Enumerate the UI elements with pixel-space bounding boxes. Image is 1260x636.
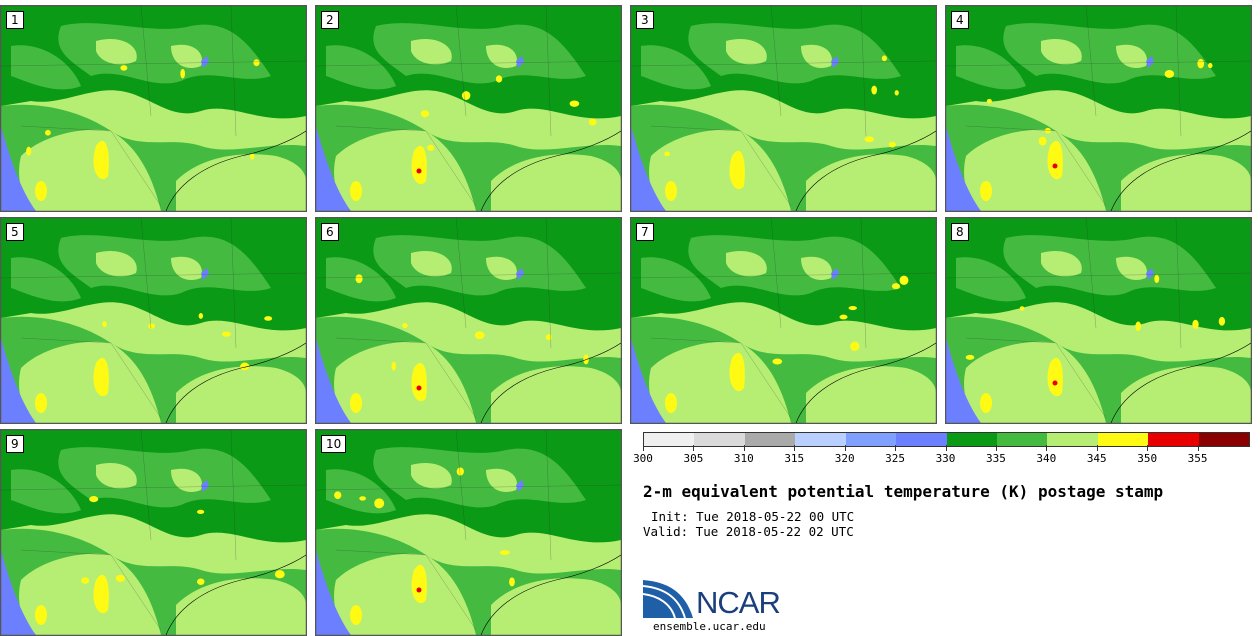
panel-number: 6 [321,223,339,241]
ncar-logo-text: NCAR [696,585,781,620]
colorbar-tick-label: 300 [633,452,653,465]
panel-number: 7 [636,223,654,241]
member-panel-3: 3 [630,5,937,212]
panel-number: 1 [6,11,24,29]
colorbar-swatch [1148,433,1199,446]
ncar-logo [643,580,693,619]
member-panel-7: 7 [630,217,937,424]
colorbar-ticks [643,445,1248,451]
member-panel-4: 4 [945,5,1252,212]
panel-number: 4 [951,11,969,29]
colorbar-swatch [744,433,796,446]
colorbar [643,432,1250,447]
colorbar-tick [1197,445,1199,451]
member-panel-5: 5 [0,217,307,424]
colorbar-tick-label: 345 [1086,452,1107,465]
colorbar-tick [844,445,846,451]
panel-number: 2 [321,11,339,29]
colorbar-tick [995,445,997,451]
colorbar-tick [693,445,695,451]
site-url[interactable]: ensemble.ucar.edu [653,620,766,633]
colorbar-tick [794,445,796,451]
colorbar-tick-label: 325 [885,452,906,465]
panel-number: 8 [951,223,969,241]
colorbar-tick-label: 355 [1187,452,1208,465]
colorbar-swatch [896,433,947,446]
member-panel-6: 6 [315,217,622,424]
colorbar-tick-label: 315 [784,452,805,465]
colorbar-tick [643,445,644,451]
colorbar-tick [743,445,745,451]
colorbar-swatch [845,433,897,446]
valid-time: Valid: Tue 2018-05-22 02 UTC [643,524,854,539]
panel-number: 9 [6,435,24,453]
member-panel-2: 2 [315,5,622,212]
plot-title: 2-m equivalent potential temperature (K)… [643,482,1164,501]
colorbar-swatch [996,433,1048,446]
colorbar-swatch [694,433,745,446]
panel-number: 3 [636,11,654,29]
colorbar-swatch [946,433,997,446]
colorbar-tick [1147,445,1149,451]
member-panel-8: 8 [945,217,1252,424]
panel-number: 5 [6,223,24,241]
colorbar-tick-label: 335 [985,452,1006,465]
colorbar-swatch [1047,433,1098,446]
colorbar-tick-label: 310 [733,452,754,465]
colorbar-swatch [1097,433,1149,446]
panel-number: 10 [321,435,347,453]
colorbar-tick-label: 340 [1036,452,1057,465]
colorbar-tick-label: 320 [834,452,855,465]
colorbar-swatch [644,433,695,446]
member-panel-1: 1 [0,5,307,212]
member-panel-10: 10 [315,429,622,636]
member-panel-9: 9 [0,429,307,636]
colorbar-swatch [1198,433,1250,446]
colorbar-tick [945,445,947,451]
colorbar-tick [1096,445,1098,451]
init-time: Init: Tue 2018-05-22 00 UTC [651,509,855,524]
colorbar-tick-label: 350 [1137,452,1158,465]
colorbar-tick [895,445,897,451]
colorbar-swatch [795,433,846,446]
colorbar-tick [1046,445,1048,451]
colorbar-tick-label: 330 [935,452,956,465]
colorbar-tick-label: 305 [683,452,704,465]
